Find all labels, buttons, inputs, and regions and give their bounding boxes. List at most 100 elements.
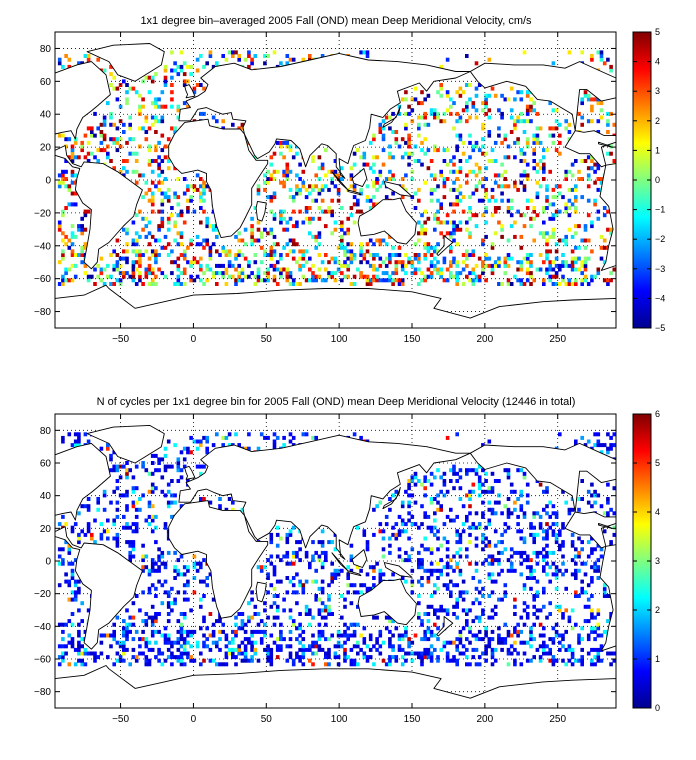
- heatmap-cell: [231, 507, 235, 512]
- heatmap-cell: [484, 93, 488, 98]
- heatmap-cell: [112, 140, 116, 145]
- heatmap-cell: [417, 159, 421, 163]
- heatmap-cell: [426, 166, 431, 171]
- heatmap-cell: [519, 561, 524, 566]
- heatmap-cell: [340, 166, 344, 171]
- heatmap-cell: [599, 180, 604, 185]
- y-tick-label: −20: [34, 589, 51, 600]
- heatmap-cell: [150, 180, 155, 185]
- heatmap-cell: [279, 622, 283, 627]
- heatmap-cell: [583, 93, 588, 98]
- heatmap-cell: [182, 282, 187, 286]
- heatmap-cell: [150, 453, 155, 458]
- heatmap-cell: [362, 529, 367, 534]
- heatmap-cell: [513, 604, 517, 609]
- heatmap-cell: [182, 191, 187, 196]
- heatmap-cell: [250, 615, 254, 620]
- heatmap-cell: [490, 629, 495, 634]
- heatmap-cell: [186, 450, 190, 455]
- heatmap-cell: [417, 612, 421, 616]
- heatmap-cell: [272, 594, 277, 598]
- heatmap-cell: [493, 180, 498, 185]
- heatmap-cell: [433, 267, 437, 272]
- heatmap-cell: [163, 446, 168, 451]
- heatmap-cell: [474, 471, 479, 476]
- heatmap-cell: [86, 57, 91, 62]
- heatmap-cell: [522, 173, 527, 178]
- heatmap-cell: [503, 504, 508, 509]
- heatmap-cell: [400, 278, 405, 283]
- heatmap-cell: [163, 245, 168, 250]
- heatmap-cell: [474, 568, 479, 573]
- heatmap-cell: [131, 137, 136, 142]
- heatmap-cell: [397, 282, 402, 286]
- heatmap-cell: [391, 493, 395, 498]
- heatmap-cell: [525, 173, 530, 178]
- heatmap-cell: [542, 633, 546, 638]
- heatmap-cell: [298, 547, 302, 552]
- heatmap-cell: [381, 133, 386, 138]
- heatmap-cell: [317, 597, 322, 602]
- heatmap-cell: [93, 540, 97, 545]
- heatmap-cell: [580, 497, 584, 501]
- heatmap-cell: [73, 583, 78, 588]
- heatmap-cell: [227, 432, 232, 437]
- heatmap-cell: [378, 122, 383, 127]
- heatmap-cell: [548, 234, 552, 239]
- heatmap-cell: [320, 561, 325, 566]
- heatmap-cell: [429, 604, 434, 609]
- heatmap-cell: [532, 206, 536, 210]
- heatmap-cell: [455, 202, 459, 207]
- heatmap-cell: [272, 50, 277, 55]
- heatmap-cell: [400, 647, 405, 652]
- heatmap-cell: [122, 159, 126, 163]
- heatmap-cell: [186, 655, 190, 660]
- heatmap-cell: [487, 522, 492, 527]
- heatmap-cell: [70, 253, 75, 257]
- heatmap-cell: [275, 647, 280, 652]
- heatmap-cell: [70, 597, 75, 602]
- heatmap-cell: [311, 263, 315, 268]
- heatmap-cell: [465, 249, 469, 254]
- heatmap-cell: [205, 446, 209, 451]
- heatmap-cell: [70, 561, 75, 566]
- heatmap-cell: [487, 57, 492, 62]
- heatmap-cell: [445, 565, 450, 570]
- heatmap-cell: [182, 647, 187, 652]
- heatmap-cell: [570, 532, 575, 537]
- heatmap-cell: [93, 518, 97, 523]
- heatmap-cell: [163, 83, 168, 87]
- heatmap-cell: [192, 256, 197, 261]
- heatmap-cell: [154, 561, 158, 566]
- heatmap-cell: [118, 475, 123, 480]
- heatmap-cell: [590, 550, 594, 555]
- heatmap-cell: [503, 522, 508, 527]
- heatmap-cell: [250, 658, 254, 663]
- heatmap-cell: [346, 637, 350, 642]
- heatmap-cell: [484, 651, 488, 656]
- heatmap-cell: [227, 249, 232, 254]
- heatmap-cell: [452, 224, 456, 229]
- heatmap-cell: [570, 543, 575, 548]
- heatmap-cell: [365, 242, 370, 247]
- heatmap-cell: [593, 647, 597, 652]
- heatmap-cell: [433, 187, 437, 192]
- heatmap-cell: [86, 439, 91, 444]
- heatmap-cell: [349, 253, 354, 257]
- heatmap-cell: [154, 144, 158, 149]
- heatmap-cell: [461, 644, 466, 649]
- heatmap-cell: [593, 629, 597, 634]
- heatmap-cell: [250, 238, 254, 243]
- heatmap-cell: [237, 126, 241, 131]
- heatmap-cell: [150, 267, 155, 272]
- heatmap-cell: [516, 137, 520, 142]
- heatmap-cell: [173, 576, 177, 580]
- heatmap-cell: [442, 180, 447, 185]
- heatmap-cell: [333, 547, 338, 552]
- coastline: [469, 442, 617, 549]
- heatmap-cell: [269, 651, 274, 656]
- heatmap-cell: [109, 633, 113, 638]
- heatmap-cell: [295, 191, 299, 196]
- heatmap-cell: [346, 249, 350, 254]
- heatmap-cell: [186, 629, 190, 634]
